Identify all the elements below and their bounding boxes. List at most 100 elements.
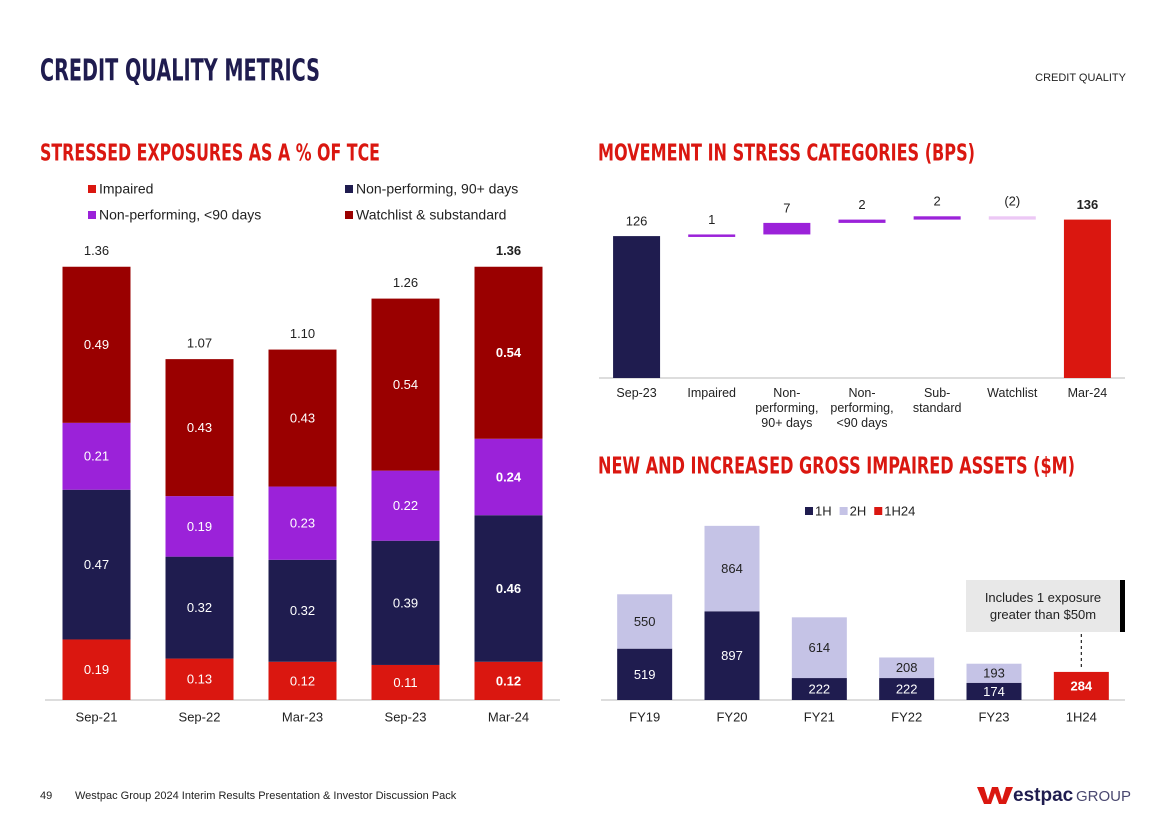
x-tick-label: Sep-22 <box>179 709 221 724</box>
data-label: 0.39 <box>393 595 418 610</box>
annotation-box: Includes 1 exposure greater than $50m <box>966 580 1120 632</box>
legend-swatch <box>345 211 353 219</box>
data-label: 0.24 <box>496 469 522 484</box>
data-label: 550 <box>634 614 656 629</box>
x-tick-label: Sub-standard <box>912 386 962 415</box>
data-label: 0.23 <box>290 516 315 531</box>
x-tick-label: Impaired <box>687 386 737 400</box>
data-label: 864 <box>721 561 743 576</box>
bar-segment <box>371 470 440 541</box>
data-label: 0.47 <box>84 557 109 572</box>
data-label: 0.19 <box>84 662 109 677</box>
data-label: 0.46 <box>496 581 521 596</box>
x-tick-label: Sep-23 <box>385 709 427 724</box>
legend-label: Watchlist & substandard <box>356 207 506 223</box>
logo-mark <box>977 787 1013 804</box>
data-label: 0.49 <box>84 337 109 352</box>
data-label: 0.19 <box>187 519 212 534</box>
legend-label: Impaired <box>99 181 153 197</box>
total-label: 1.36 <box>84 243 109 258</box>
x-tick-label-box: Non-performing, <90 days <box>830 386 893 430</box>
bar-segment <box>62 422 131 490</box>
bar <box>913 216 961 220</box>
bar-segment <box>474 438 543 516</box>
legend-swatch <box>345 185 353 193</box>
data-label: 2 <box>934 194 941 209</box>
data-label: 0.32 <box>187 600 212 615</box>
data-label: 174 <box>983 684 1005 699</box>
x-tick-label: FY21 <box>804 709 835 724</box>
chart-title: STRESSED EXPOSURES AS A % OF TCE <box>40 141 380 167</box>
x-tick-label: FY19 <box>629 709 660 724</box>
bar-segment <box>371 664 440 700</box>
data-label: 0.11 <box>393 675 417 690</box>
legend-swatch <box>88 211 96 219</box>
bar-segment <box>268 486 337 560</box>
bar <box>988 216 1036 220</box>
data-label: 614 <box>808 640 830 655</box>
logo-group: GROUP <box>1076 788 1131 805</box>
legend-label: 2H <box>850 503 867 518</box>
data-label: (2) <box>1004 194 1020 209</box>
data-label: 0.54 <box>393 377 418 392</box>
data-label: 0.12 <box>496 673 521 688</box>
bar-segment <box>617 648 673 700</box>
bar-segment <box>371 540 440 665</box>
x-tick-label: Sep-23 <box>616 386 657 400</box>
x-tick-label: Sep-21 <box>76 709 118 724</box>
x-tick-label: Non-performing, 90+ days <box>755 386 819 430</box>
slide-title: CREDIT QUALITY METRICS <box>40 54 320 89</box>
data-label: 0.43 <box>290 411 315 426</box>
bar <box>688 234 736 237</box>
data-label: 519 <box>634 667 656 682</box>
x-tick-label-box: Watchlist <box>987 386 1038 400</box>
bar-segment <box>474 515 543 662</box>
section-label: CREDIT QUALITY <box>1035 72 1127 84</box>
total-label: 1.07 <box>187 336 212 351</box>
chart-title: MOVEMENT IN STRESS CATEGORIES (BPS) <box>598 141 975 167</box>
bar-segment <box>165 359 234 497</box>
bar-segment <box>371 298 440 471</box>
data-label: 0.22 <box>393 498 418 513</box>
legend-swatch <box>839 507 848 515</box>
bar-segment <box>268 559 337 662</box>
bar-segment <box>791 678 847 700</box>
legend-swatch <box>88 185 96 193</box>
data-label: 0.12 <box>290 673 315 688</box>
bar-segment <box>165 658 234 700</box>
x-tick-label-box: Mar-24 <box>1068 386 1108 400</box>
bar-segment <box>966 682 1022 700</box>
data-label: 7 <box>783 200 790 215</box>
data-label: 284 <box>1070 678 1092 693</box>
x-tick-label: FY20 <box>716 709 747 724</box>
bar <box>613 236 661 378</box>
bar-segment <box>268 661 337 700</box>
bar-segment <box>474 266 543 439</box>
data-label: 193 <box>983 666 1005 681</box>
x-tick-label-box: Impaired <box>687 386 737 400</box>
x-tick-label-box: Non-performing, 90+ days <box>755 386 819 430</box>
x-tick-label: 1H24 <box>1066 709 1097 724</box>
page-number: 49 <box>40 790 52 802</box>
bar-segment <box>1053 671 1109 700</box>
x-tick-label: Watchlist <box>987 386 1038 400</box>
data-label: 222 <box>808 681 830 696</box>
bar-segment <box>62 489 131 640</box>
bar-segment <box>617 594 673 649</box>
data-label: 0.32 <box>290 603 315 618</box>
bar-segment <box>704 611 760 700</box>
total-label: 1.26 <box>393 275 418 290</box>
x-tick-label: FY22 <box>891 709 922 724</box>
data-label: 126 <box>626 214 648 229</box>
bar-segment <box>268 349 337 487</box>
bar-segment <box>62 266 131 423</box>
bar-segment <box>791 617 847 679</box>
legend-label: 1H24 <box>884 503 915 518</box>
data-label: 0.13 <box>187 672 212 687</box>
total-label: 1.36 <box>496 243 521 258</box>
total-label: 1.10 <box>290 326 315 341</box>
legend-swatch <box>874 507 883 515</box>
x-tick-label-box: Sep-23 <box>616 386 657 400</box>
